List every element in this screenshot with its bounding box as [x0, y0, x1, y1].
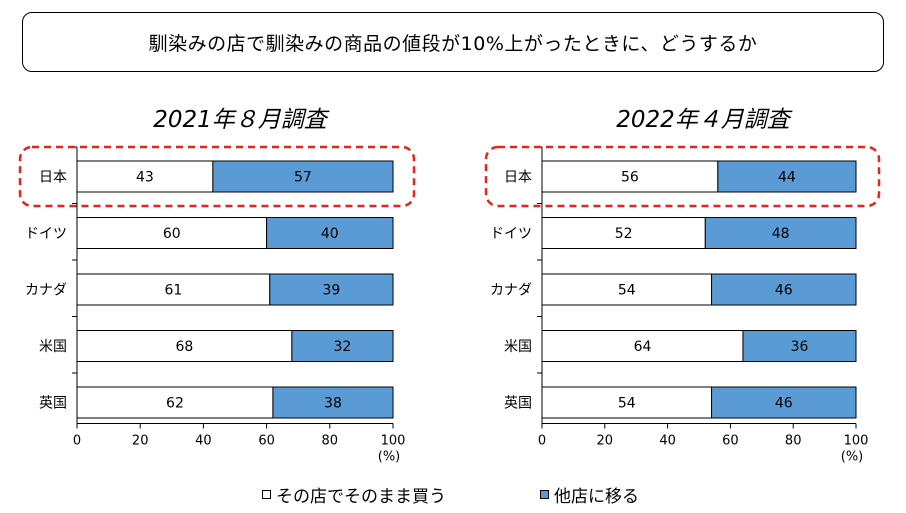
x-tick-label: 80: [785, 434, 802, 449]
bar-value-label: 56: [621, 170, 639, 186]
bar-segment-switch: [272, 386, 394, 419]
x-tick-label: 20: [597, 434, 614, 449]
x-unit-label: (%): [378, 450, 401, 465]
category-label: 米国: [39, 339, 67, 355]
bar-segment-switch: [704, 217, 857, 249]
legend-stay-swatch: [262, 489, 271, 499]
chart-2021-august: 2021年８月調査 0 20 40 60 80 100(%) 日本 43 57 ドイツ 60 40 カナダ…: [18, 107, 416, 465]
x-tick-label: 40: [195, 434, 212, 449]
bar-value-label: 61: [164, 283, 182, 299]
bar-value-label: 54: [618, 283, 636, 299]
bar-segment-switch: [291, 330, 394, 362]
bar-segment-stay: [541, 386, 713, 419]
bar-value-label: 39: [322, 283, 340, 299]
bar-segment-stay: [541, 217, 706, 249]
bar-value-label: 64: [634, 339, 652, 355]
x-tick-label: 100: [844, 434, 869, 449]
bar-value-label: 54: [618, 396, 636, 412]
bar-value-label: 46: [775, 396, 793, 412]
category-label: カナダ: [490, 283, 532, 299]
x-tick-label: 0: [538, 434, 546, 449]
legend-stay-label: その店でそのまま買う: [276, 486, 446, 507]
chart-title: 2021年８月調査: [153, 107, 330, 133]
bar-value-label: 52: [615, 226, 633, 242]
bar-segment-switch: [212, 160, 394, 193]
bar-segment-stay: [76, 386, 274, 419]
chart-2022-april: 2022年４月調査 0 20 40 60 80 100(%) 日本 56 44 ドイツ 52 48 カナダ…: [484, 107, 881, 465]
category-label: ドイツ: [25, 226, 67, 242]
bar-value-label: 32: [334, 339, 352, 355]
category-label: 英国: [39, 395, 67, 412]
category-label: 英国: [504, 395, 532, 412]
category-label: 日本: [39, 170, 67, 186]
legend-switch: 他店に移る: [540, 484, 639, 507]
legend-switch-swatch: [540, 489, 549, 499]
x-tick-label: 80: [322, 434, 339, 449]
x-tick-label: 0: [73, 434, 81, 449]
bar-value-label: 43: [136, 170, 154, 186]
bar-value-label: 68: [176, 339, 194, 355]
x-tick-label: 60: [722, 434, 739, 449]
bar-value-label: 62: [166, 396, 184, 412]
bar-segment-switch: [711, 273, 857, 306]
category-label: 米国: [504, 339, 532, 355]
bar-segment-stay: [76, 273, 271, 306]
x-tick-label: 20: [132, 434, 149, 449]
bar-segment-switch: [717, 160, 857, 193]
x-tick-label: 60: [258, 434, 275, 449]
bar-value-label: 48: [772, 226, 790, 242]
main-title: 馴染みの店で馴染みの商品の値段が10%上がったときに、どうするか: [148, 32, 758, 55]
bar-segment-stay: [76, 330, 293, 362]
x-tick-label: 100: [381, 434, 406, 449]
bar-value-label: 38: [324, 396, 342, 412]
x-tick-label: 40: [659, 434, 676, 449]
chart-title-box: 馴染みの店で馴染みの商品の値段が10%上がったときに、どうするか: [22, 12, 884, 72]
chart-title: 2022年４月調査: [616, 107, 793, 133]
bar-value-label: 46: [775, 283, 793, 299]
bar-segment-stay: [541, 160, 719, 193]
highlight-box: [18, 145, 416, 208]
bar-segment-stay: [76, 217, 268, 249]
legend-switch-label: 他店に移る: [554, 486, 639, 507]
bar-value-label: 40: [321, 226, 339, 242]
bar-segment-switch: [269, 273, 394, 306]
bar-value-label: 57: [294, 170, 312, 186]
category-label: ドイツ: [490, 226, 532, 242]
highlight-box: [484, 145, 881, 208]
bar-value-label: 60: [163, 226, 181, 242]
x-unit-label: (%): [841, 450, 864, 465]
category-label: カナダ: [25, 283, 67, 299]
bar-segment-switch: [266, 217, 394, 249]
bar-value-label: 44: [778, 170, 796, 186]
category-label: 日本: [504, 170, 532, 186]
bar-value-label: 36: [791, 339, 809, 355]
bar-segment-switch: [711, 386, 857, 419]
bar-segment-switch: [742, 330, 857, 362]
legend-stay: その店でそのまま買う: [262, 484, 446, 507]
